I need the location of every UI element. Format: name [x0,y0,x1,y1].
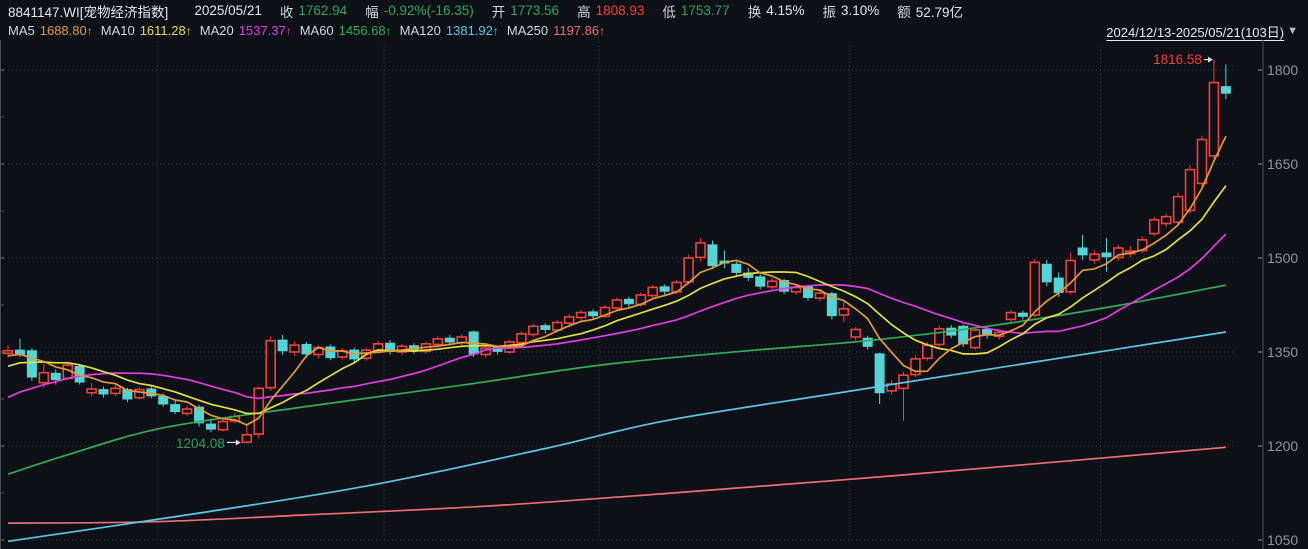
gridlines [0,46,1234,542]
change-value: -0.92%(-16.35) [383,3,474,18]
low-value: 1753.77 [680,3,730,18]
chart-area: 1800 1650 1500 1350 1200 1050 1816.58 1204.08 [0,22,1308,549]
low-label: 低 [662,4,676,20]
svg-text:1500: 1500 [1267,250,1298,266]
turnover-value: 4.15% [766,3,805,18]
ma10-legend: MA10 1611.28↑ [100,23,192,38]
turnover-label: 换 [747,4,762,20]
date-range-selector[interactable]: 2024/12/13-2025/05/21(103日) ▼ [1106,22,1298,40]
ma-legend-bar: MA5 1688.80↑ MA10 1611.28↑ MA20 1537.37↑ MA… [0,21,1308,40]
period-high-annotation: 1816.58 [1153,52,1202,67]
quote-date: 2025/05/21 [194,3,262,18]
ma120-legend: MA120 1381.92↑ [399,23,499,38]
ma20-up-arrow-icon: ↑ [285,24,292,38]
ma-lines [7,135,1227,543]
range-dropdown-icon[interactable]: ▼ [1287,25,1298,37]
ma20-line [7,233,1227,400]
ma5-legend: MA5 1688.80↑ [8,23,93,38]
ma10-line [7,185,1227,415]
ma5-line [7,135,1227,426]
ma60-up-arrow-icon: ↑ [385,24,392,38]
change-label: 幅 [365,4,379,20]
ma20-legend: MA20 1537.37↑ [199,23,292,38]
amplitude-label: 振 [822,4,836,20]
close-label: 收 [279,4,294,20]
amount-label: 额 [897,4,911,20]
open-value: 1773.56 [510,3,560,18]
ma250-up-arrow-icon: ↑ [599,24,606,38]
quote-header: 8841147.WI[宠物经济指数] 2025/05/21 收 1762.94 … [0,0,1308,21]
amplitude-value: 3.10% [840,3,880,18]
candles [2,59,1231,444]
high-value: 1808.93 [595,3,645,18]
svg-text:1200: 1200 [1267,438,1298,454]
ma120-up-arrow-icon: ↑ [492,24,499,38]
ma5-up-arrow-icon: ↑ [86,24,93,38]
svg-text:1650: 1650 [1267,156,1298,172]
svg-text:1350: 1350 [1267,344,1298,360]
open-label: 开 [491,4,506,20]
svg-text:1800: 1800 [1267,62,1298,78]
price-candlestick-chart[interactable]: 1800 1650 1500 1350 1200 1050 1816.58 1204.08 [0,22,1308,549]
symbol-title[interactable]: 8841147.WI[宠物经济指数] [8,4,169,20]
period-low-annotation: 1204.08 [176,436,225,451]
amount-value: 52.79亿 [915,4,964,20]
ma250-line [7,446,1226,524]
ma250-legend: MA250 1197.86↑ [506,23,606,38]
high-label: 高 [577,4,591,20]
ma10-up-arrow-icon: ↑ [185,24,192,38]
ma60-legend: MA60 1456.68↑ [299,23,392,38]
close-value: 1762.94 [298,3,348,18]
annotations: 1816.58 1204.08 [176,52,1213,451]
axes: 1800 1650 1500 1350 1200 1050 [0,22,1298,549]
date-range-label[interactable]: 2024/12/13-2025/05/21(103日) [1106,24,1285,40]
svg-text:1050: 1050 [1267,532,1298,548]
ma120-line [7,331,1227,543]
